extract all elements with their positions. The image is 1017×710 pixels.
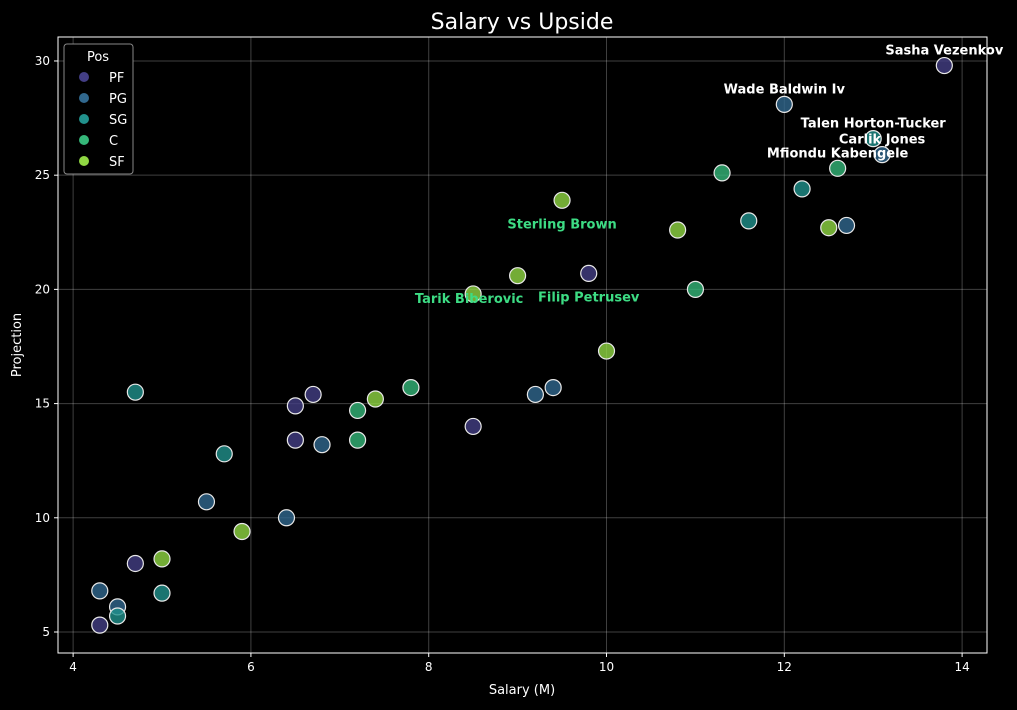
legend-label: SF	[109, 155, 125, 170]
plot-frame	[57, 36, 988, 654]
data-points	[91, 56, 953, 634]
point-pg	[544, 378, 562, 397]
point-sg	[793, 180, 811, 198]
point-sg	[108, 607, 127, 625]
y-axis-label: Projection	[10, 313, 25, 377]
point-c	[829, 159, 847, 177]
point-sf	[553, 191, 571, 209]
x-tick-label: 8	[425, 660, 433, 674]
x-tick-label: 14	[954, 660, 969, 674]
legend-marker-pf	[79, 72, 89, 82]
point-c	[348, 401, 367, 420]
point-pg	[526, 385, 544, 404]
grid	[58, 37, 987, 653]
point-pg	[313, 436, 331, 454]
point-pf	[935, 56, 953, 75]
point-sf	[153, 550, 171, 568]
point-sf	[464, 285, 482, 303]
annotation-label: Filip Petrusev	[538, 290, 640, 305]
point-c	[348, 431, 367, 449]
point-sf	[509, 267, 527, 285]
point-sg	[215, 445, 233, 463]
y-tick-label: 25	[35, 168, 50, 182]
point-sg	[740, 212, 758, 230]
x-tick-label: 4	[69, 660, 77, 674]
point-c	[402, 378, 420, 397]
x-tick-label: 12	[777, 660, 792, 674]
annotation-label: Mfiondu Kabengele	[767, 146, 909, 161]
annotation-label: Tarik Biberovic	[415, 292, 523, 307]
x-tick-label: 6	[247, 660, 255, 674]
point-sf	[820, 219, 838, 237]
point-sg	[153, 584, 171, 602]
annotations: Sasha Vezenkov Wade Baldwin Iv Talen Horto…	[415, 44, 1004, 307]
x-axis-label: Salary (M)	[489, 683, 555, 698]
annotation-label: Sasha Vezenkov	[885, 44, 1003, 59]
chart-title: Salary vs Upside	[431, 10, 614, 35]
point-pg	[197, 493, 216, 511]
y-tick-label: 10	[35, 511, 50, 525]
point-pg	[837, 216, 856, 235]
legend-marker-c	[79, 135, 89, 145]
annotation-label: Carlik Jones	[839, 133, 926, 148]
point-pf	[91, 616, 109, 634]
point-sf	[597, 342, 616, 360]
point-pg	[91, 582, 109, 600]
point-sg	[126, 383, 144, 401]
point-sg	[864, 130, 882, 148]
x-tick-label: 10	[599, 660, 614, 674]
point-pf	[126, 554, 144, 573]
legend-label: PF	[109, 71, 124, 86]
annotation-label: Talen Horton-Tucker	[801, 117, 947, 132]
legend-marker-pg	[79, 93, 89, 103]
legend: Pos PF PG SG C SF	[63, 43, 134, 175]
legend-label: SG	[109, 113, 127, 128]
legend-marker-sg	[79, 114, 89, 124]
point-sf	[233, 522, 251, 541]
point-pg	[873, 146, 891, 164]
legend-label: PG	[109, 92, 127, 107]
point-pf	[464, 417, 482, 436]
annotation-label: Wade Baldwin Iv	[724, 82, 846, 97]
y-tick-label: 30	[35, 54, 50, 68]
annotation-label: Sterling Brown	[507, 217, 616, 232]
point-c	[713, 164, 731, 182]
y-tick-label: 20	[35, 282, 50, 296]
point-pg	[277, 509, 296, 527]
y-tick-label: 15	[35, 397, 50, 411]
point-pf	[580, 264, 598, 282]
y-tick-label: 5	[42, 625, 50, 639]
point-pf	[286, 431, 304, 449]
point-pf	[286, 397, 304, 415]
point-sf	[366, 390, 384, 408]
point-sf	[669, 221, 687, 239]
point-pg	[775, 95, 793, 113]
legend-label: C	[109, 134, 118, 149]
point-c	[686, 280, 705, 298]
axis-ticks: 4 6 8 10 12 14 5 10 15 20 25 30	[35, 54, 970, 674]
legend-title: Pos	[87, 50, 109, 65]
legend-marker-sf	[79, 156, 89, 166]
point-pf	[304, 385, 322, 404]
